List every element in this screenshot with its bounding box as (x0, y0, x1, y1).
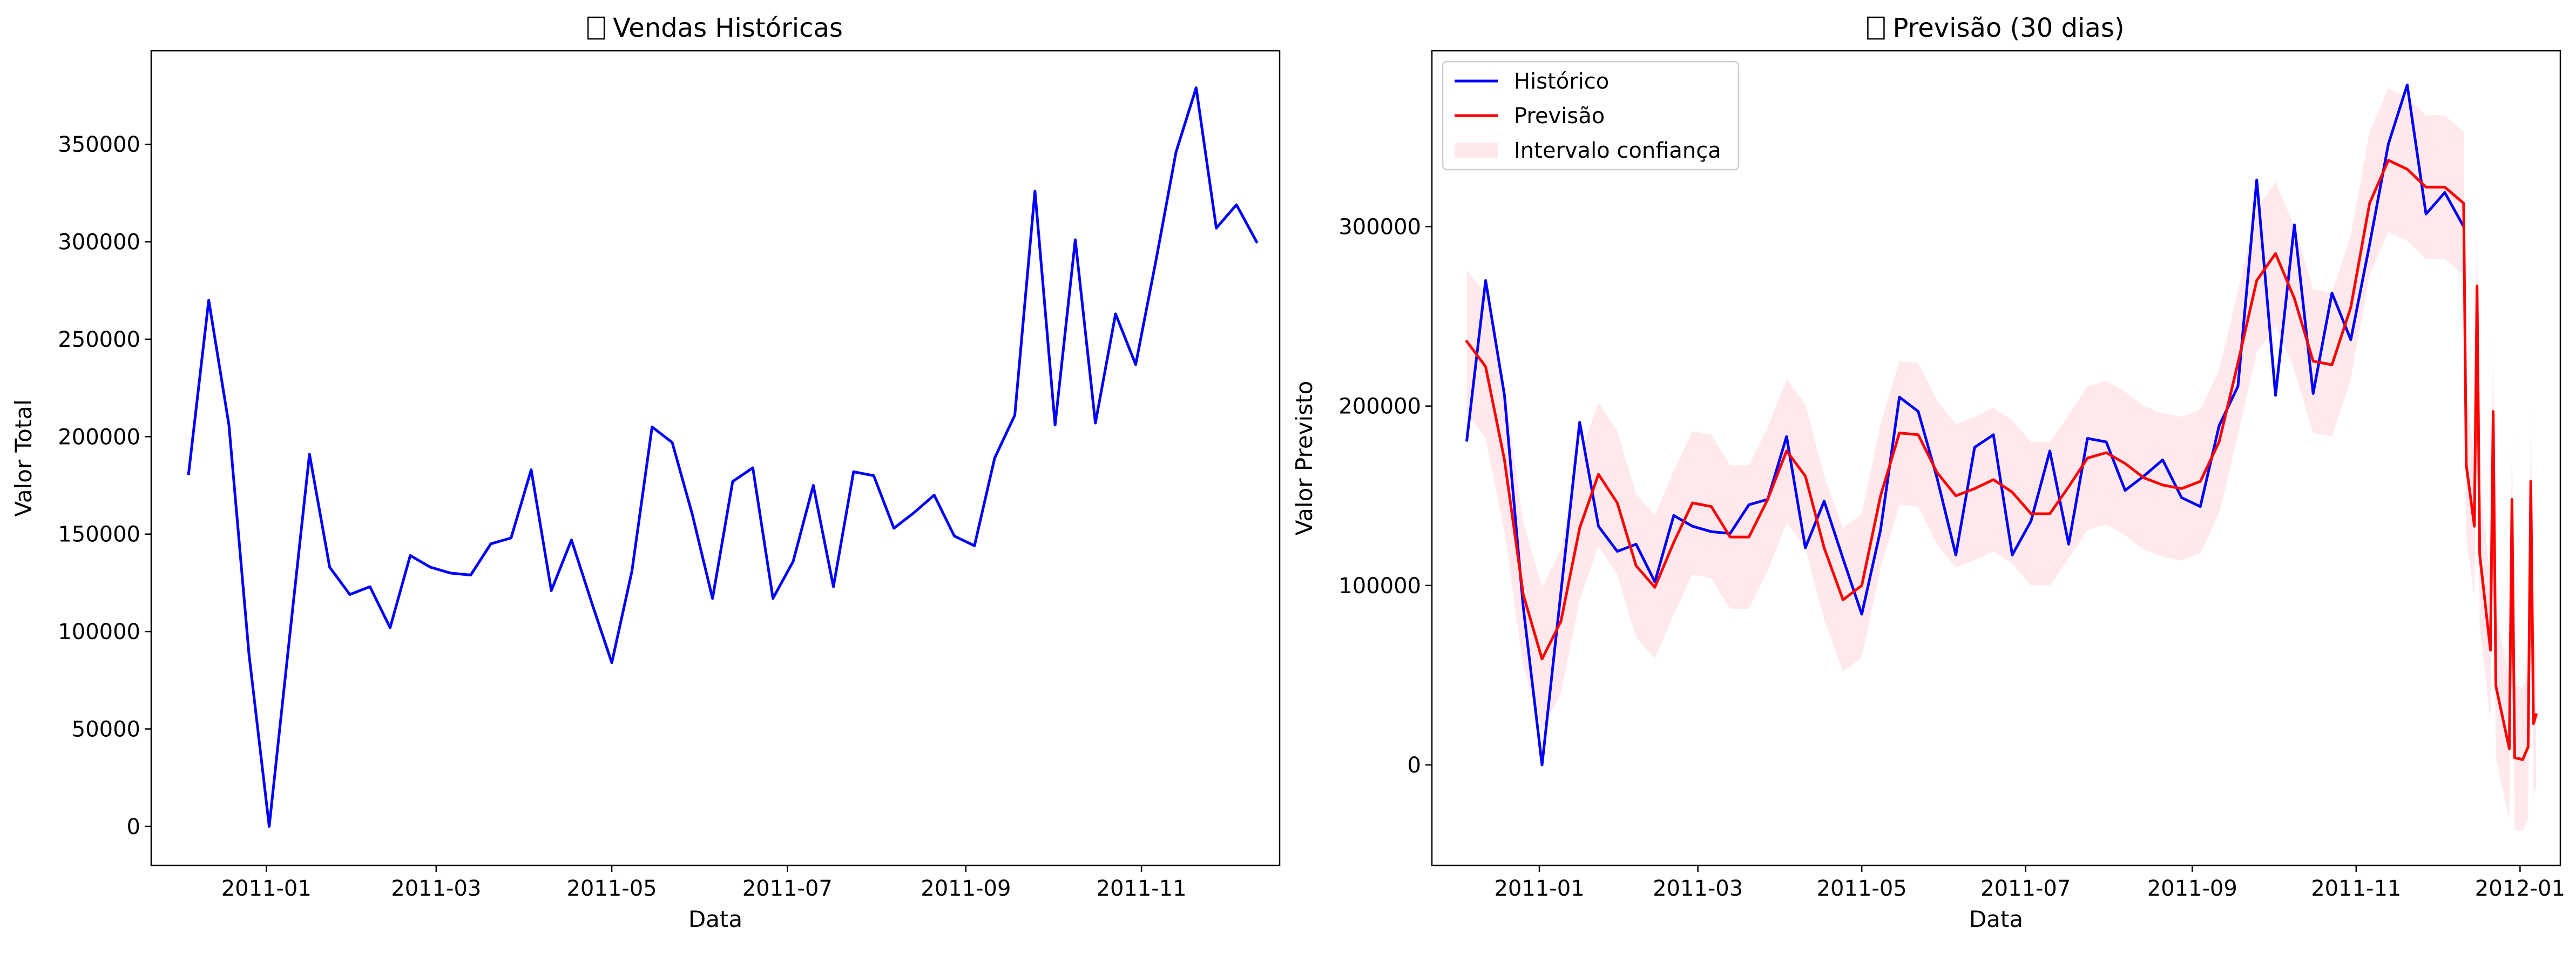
chart-title: Vendas Históricas (613, 13, 843, 43)
forecast-panel: 2011-01 2011-03 2011-05 2011-07 2011-09 2011-… (1291, 13, 2565, 932)
y-tick-label: 250000 (58, 327, 140, 352)
y-tick-label: 300000 (1338, 215, 1421, 240)
series-line-historico (1465, 83, 2466, 767)
missing-glyph-icon (587, 16, 605, 40)
y-tick-label: 150000 (58, 522, 140, 547)
y-tick-label: 0 (127, 815, 140, 839)
axes-frame (150, 50, 1281, 866)
y-axis-label: Valor Previsto (1291, 381, 1317, 536)
chart-title: Previsão (30 dias) (1892, 13, 2124, 43)
x-axis-label: Data (1969, 906, 2023, 932)
y-tick-label: 50000 (72, 717, 140, 742)
legend-label: Previsão (1514, 104, 1605, 129)
series-line-previsao (1465, 159, 2538, 761)
legend-box (1442, 61, 1740, 171)
legend: Histórico Previsão Intervalo confiança (1442, 61, 1740, 171)
x-tick-label: 2011-03 (391, 876, 481, 901)
x-tick-label: 2011-07 (1980, 876, 2071, 901)
y-tick-label: 100000 (58, 620, 140, 644)
x-tick-label: 2011-01 (221, 876, 312, 901)
legend-label: Histórico (1514, 69, 1609, 94)
plot-area (187, 86, 1259, 828)
legend-swatch-patch (1455, 143, 1498, 158)
y-tick-label: 350000 (58, 132, 140, 157)
x-tick-label: 2011-05 (1817, 876, 1907, 901)
x-tick-label: 2011-11 (1097, 876, 1187, 901)
y-tick-label: 200000 (58, 425, 140, 449)
y-tick-label: 300000 (58, 230, 140, 255)
x-tick-label: 2012-01 (2475, 876, 2565, 901)
historical-sales-panel: 2011-01 2011-03 2011-05 2011-07 2011-09 2011-… (10, 13, 1281, 932)
series-line-historico (187, 86, 1259, 828)
x-axis-label: Data (688, 906, 742, 932)
y-tick-label: 100000 (1338, 574, 1421, 599)
y-tick-label: 200000 (1338, 394, 1421, 419)
missing-glyph-icon (1867, 16, 1885, 40)
y-axis-label: Valor Total (10, 399, 37, 516)
confidence-band (1466, 88, 2537, 831)
plot-area (1465, 83, 2538, 831)
x-tick-label: 2011-01 (1494, 876, 1584, 901)
x-tick-label: 2011-11 (2311, 876, 2401, 901)
x-tick-label: 2011-09 (2147, 876, 2237, 901)
x-tick-label: 2011-03 (1653, 876, 1743, 901)
x-tick-label: 2011-07 (742, 876, 833, 901)
axes-frame (1431, 50, 2561, 866)
legend-label: Intervalo confiança (1514, 138, 1721, 163)
y-tick-label: 0 (1408, 753, 1421, 778)
x-tick-label: 2011-05 (566, 876, 657, 901)
x-tick-label: 2011-09 (921, 876, 1011, 901)
